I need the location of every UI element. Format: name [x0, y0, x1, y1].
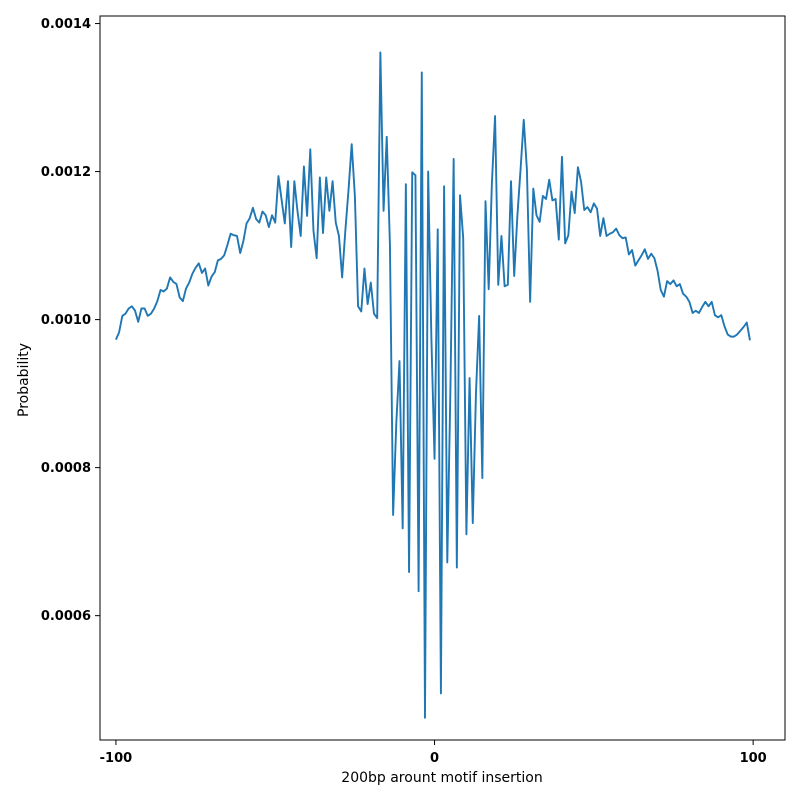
- y-axis-label: Probability: [16, 343, 32, 417]
- y-tick-label: 0.0010: [41, 313, 91, 328]
- y-tick-label: 0.0008: [41, 461, 91, 476]
- x-axis: -100 0 100: [100, 740, 767, 766]
- y-tick-label: 0.0012: [41, 165, 91, 180]
- y-tick-label: 0.0014: [41, 17, 91, 32]
- y-axis: 0.0006 0.0008 0.0010 0.0012 0.0014: [41, 17, 100, 624]
- y-tick-label: 0.0006: [41, 609, 91, 624]
- plot-frame: [99, 15, 786, 741]
- x-tick-label: 100: [740, 751, 767, 766]
- plot-area: [115, 51, 751, 719]
- x-axis-label: 200bp arount motif insertion: [341, 770, 542, 786]
- x-tick-label: -100: [100, 751, 133, 766]
- series-line-0: [115, 51, 751, 719]
- x-tick-label: 0: [430, 751, 439, 766]
